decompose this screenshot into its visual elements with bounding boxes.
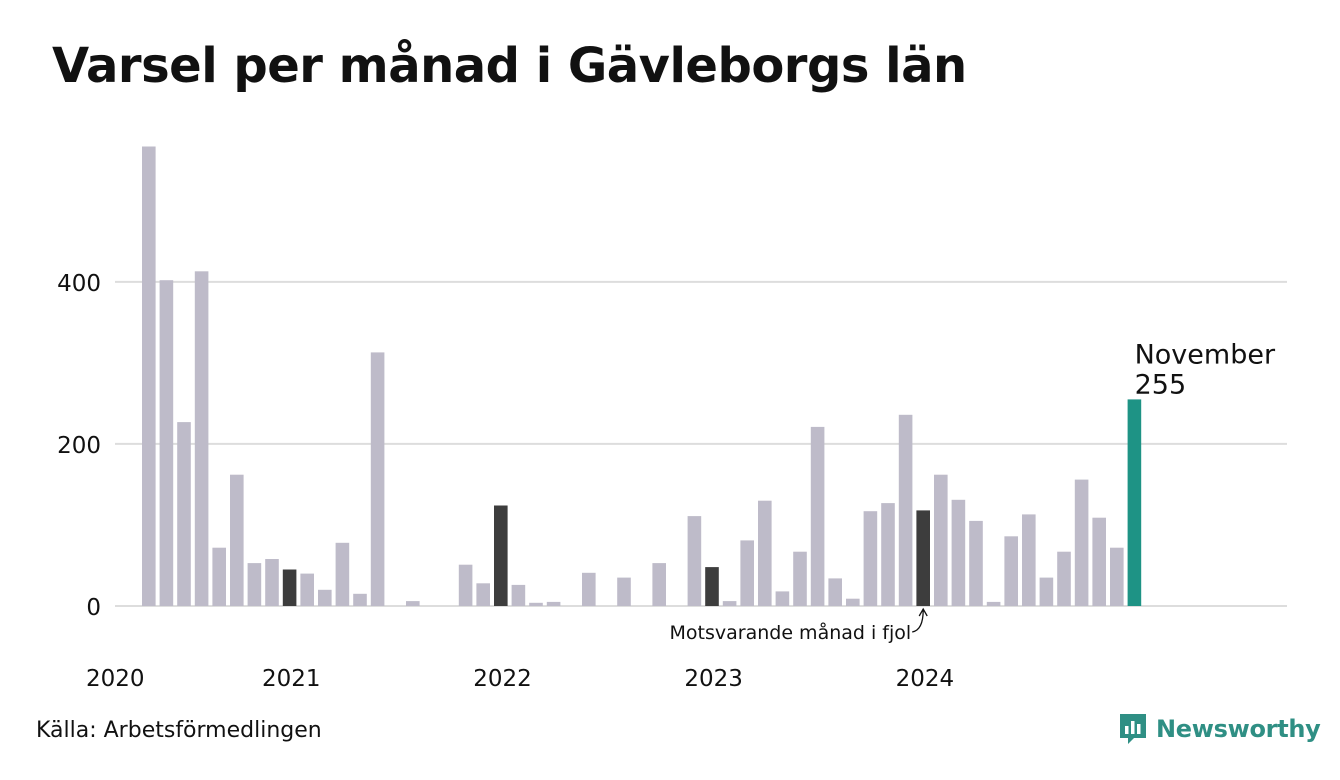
bar (758, 500, 772, 606)
bar (740, 540, 754, 606)
x-tick-label: 2020 (86, 666, 145, 692)
bar (1092, 517, 1106, 606)
bar (194, 271, 209, 606)
y-tick-label: 400 (57, 271, 101, 297)
x-tick-label: 2021 (262, 666, 321, 692)
bar (458, 564, 473, 606)
bar (265, 559, 279, 606)
bar-chart: 0 200 400 2020 2021 2022 2023 2024 November 25… (57, 146, 1287, 692)
bar (212, 547, 226, 606)
bar (370, 352, 385, 606)
bar (1039, 577, 1054, 606)
bar (230, 474, 244, 606)
bar (898, 414, 913, 606)
bar (863, 511, 878, 606)
x-axis-ticks: 2020 2021 2022 2023 2024 (86, 666, 954, 692)
y-axis-ticks: 0 200 400 (57, 271, 101, 621)
bar (1057, 551, 1071, 606)
bar (687, 516, 702, 606)
bar (142, 146, 156, 606)
bar (1004, 536, 1018, 606)
bar (951, 499, 966, 606)
bar (511, 584, 526, 606)
chart-title: Varsel per månad i Gävleborgs län (52, 38, 967, 94)
bar (969, 520, 983, 606)
bar (722, 601, 737, 606)
comparison-annotation: Motsvarande månad i fjol (670, 621, 912, 644)
bar (529, 602, 543, 606)
brand-logo: Newsworthy (1118, 712, 1321, 746)
latest-month-label: November (1135, 339, 1276, 370)
bar (652, 563, 666, 606)
bar (1110, 547, 1124, 606)
bar (1074, 479, 1089, 606)
source-note: Källa: Arbetsförmedlingen (36, 718, 322, 743)
x-tick-label: 2023 (684, 666, 743, 692)
bar (1022, 514, 1036, 606)
bar (846, 598, 860, 606)
bar (247, 563, 262, 606)
bar (476, 583, 490, 606)
bar (793, 551, 807, 606)
bar (546, 601, 561, 606)
bar (617, 577, 631, 606)
x-tick-label: 2024 (896, 666, 955, 692)
y-tick-label: 200 (57, 433, 101, 459)
bar (810, 426, 825, 606)
bar (282, 569, 297, 606)
bar (934, 474, 948, 606)
bar (318, 589, 332, 606)
bar (582, 572, 596, 606)
bar (159, 280, 174, 606)
bar (986, 601, 1001, 606)
bar (335, 542, 350, 606)
bar (300, 573, 314, 606)
bar (881, 503, 895, 606)
bar (406, 601, 420, 606)
latest-value-label: 255 (1135, 369, 1187, 400)
y-tick-label: 0 (86, 595, 101, 621)
annotation-arrow (912, 607, 928, 633)
bar (828, 578, 842, 606)
newsworthy-logo-icon (1120, 714, 1146, 744)
bar (353, 593, 367, 606)
bar (177, 422, 191, 606)
brand-name: Newsworthy (1156, 715, 1321, 743)
bar (705, 567, 719, 606)
bar (494, 505, 508, 606)
x-tick-label: 2022 (473, 666, 532, 692)
bars (142, 146, 1142, 606)
bar (916, 510, 930, 606)
bar (775, 591, 790, 606)
bar (1127, 399, 1142, 606)
